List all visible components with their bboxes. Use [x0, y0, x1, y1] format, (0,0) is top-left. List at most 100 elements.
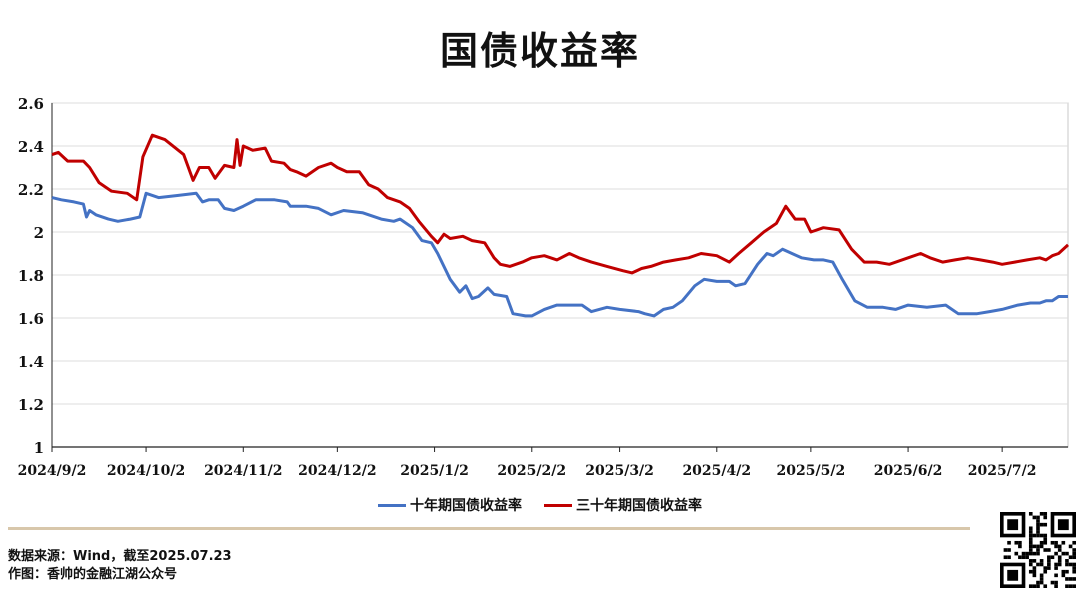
qr-module [1028, 559, 1033, 563]
qr-module [1061, 540, 1066, 545]
x-tick-label: 2025/4/2 [682, 463, 751, 479]
qr-module [1072, 548, 1076, 552]
qr-module [1028, 537, 1033, 541]
qr-module [1043, 548, 1048, 552]
x-tick-label: 2024/11/2 [204, 463, 282, 479]
legend-item-thirty-year: 三十年期国债收益率 [544, 495, 702, 515]
qr-module [1068, 577, 1073, 581]
qr-module [1072, 569, 1076, 574]
qr-module [1054, 580, 1058, 585]
series-layer [51, 133, 1070, 318]
qr-module [1028, 530, 1033, 534]
qr-module [1036, 522, 1040, 527]
qr-module [1018, 555, 1022, 560]
qr-module [1032, 533, 1037, 538]
qr-module [1028, 540, 1033, 545]
divider [8, 527, 970, 530]
qr-module [1072, 551, 1076, 556]
qr-module [1032, 573, 1037, 578]
qr-module [1065, 559, 1069, 563]
x-tick-label: 2024/10/2 [107, 463, 185, 479]
qr-module [1032, 566, 1037, 570]
qr-module [1072, 566, 1076, 570]
qr-module [1003, 548, 1008, 552]
qr-module [1039, 577, 1044, 581]
qr-module [1043, 515, 1048, 520]
qr-module [1018, 544, 1022, 549]
qr-module [1072, 540, 1076, 545]
x-tick-label: 2025/6/2 [874, 463, 943, 479]
qr-module [1003, 555, 1008, 560]
qr-module [1036, 530, 1040, 534]
qr-module [1047, 566, 1051, 570]
qr-module [1065, 551, 1069, 556]
qr-module [1068, 562, 1073, 567]
qr-module [1039, 512, 1044, 516]
qr-module [1043, 512, 1048, 516]
series-line-ten-year [51, 191, 1068, 318]
qr-module [1036, 515, 1040, 520]
qr-module [1050, 555, 1055, 560]
qr-module [1072, 562, 1076, 567]
qr-module [1065, 562, 1069, 567]
qr-module [1032, 544, 1037, 549]
legend-item-ten-year: 十年期国债收益率 [378, 495, 522, 515]
qr-module [1061, 551, 1066, 556]
qr-module [1065, 569, 1069, 574]
legend: 十年期国债收益率 三十年期国债收益率 [0, 495, 1080, 515]
qr-module [1039, 522, 1044, 527]
qr-module [1007, 540, 1011, 545]
qr-code-icon [1000, 512, 1076, 588]
qr-module [1021, 555, 1026, 560]
qr-module [1007, 555, 1011, 560]
qr-module [1043, 522, 1048, 527]
x-tick-label: 2025/2/2 [497, 463, 566, 479]
qr-finder-core [1007, 569, 1019, 581]
qr-module [1036, 544, 1040, 549]
qr-module [1061, 569, 1066, 574]
qr-module [1047, 555, 1051, 560]
qr-module [1028, 548, 1033, 552]
chart-title: 国债收益率 [439, 28, 640, 73]
grid-layer [51, 102, 1069, 448]
qr-module [1032, 515, 1037, 520]
qr-module [1050, 580, 1055, 585]
source-note: 数据来源：Wind，截至2025.07.23 [8, 549, 232, 564]
qr-module [1057, 555, 1062, 560]
y-tick-label: 1.4 [18, 353, 44, 371]
x-tick-label: 2024/12/2 [298, 463, 376, 479]
qr-module [1068, 555, 1073, 560]
qr-module [1057, 548, 1062, 552]
y-tick-label: 2.6 [18, 95, 44, 113]
x-tick-label: 2025/5/2 [777, 463, 846, 479]
qr-module [1036, 548, 1040, 552]
qr-module [1036, 519, 1040, 523]
qr-module [1043, 566, 1048, 570]
y-tick-label: 1 [34, 439, 44, 457]
qr-module [1036, 551, 1040, 556]
qr-module [1039, 573, 1044, 578]
qr-module [1047, 548, 1051, 552]
qr-module [1068, 544, 1073, 549]
qr-module [1047, 562, 1051, 567]
qr-module [1025, 555, 1029, 560]
qr-module [1054, 584, 1058, 588]
qr-module [1028, 569, 1033, 574]
qr-module [1014, 540, 1019, 545]
qr-module [1039, 540, 1044, 545]
y-tick-label: 1.6 [18, 310, 44, 328]
qr-module [1072, 584, 1076, 588]
qr-module [1032, 584, 1037, 588]
qr-module [1036, 533, 1040, 538]
qr-module [1050, 540, 1055, 545]
y-tick-label: 2.4 [18, 138, 44, 156]
qr-module [1039, 544, 1044, 549]
qr-module [1028, 584, 1033, 588]
qr-module [1054, 544, 1058, 549]
legend-label-ten-year: 十年期国债收益率 [410, 498, 522, 514]
qr-module [1039, 559, 1044, 563]
qr-module [1036, 584, 1040, 588]
qr-module [1036, 580, 1040, 585]
qr-module [1068, 584, 1073, 588]
